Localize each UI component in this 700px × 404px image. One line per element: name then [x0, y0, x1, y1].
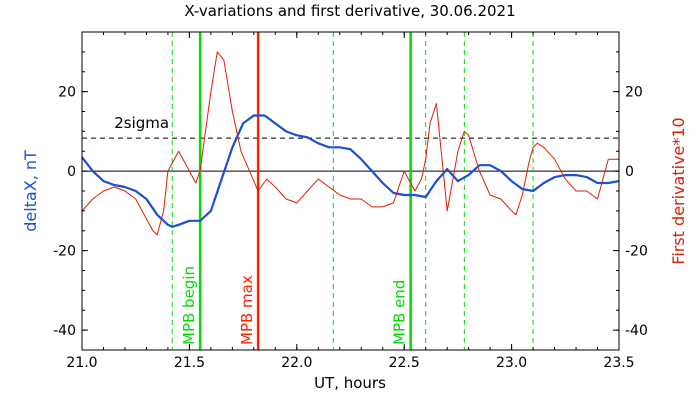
marker-label: MPB end: [391, 280, 409, 345]
series-layer: [81, 51, 620, 236]
threshold-label: 2sigma: [114, 114, 169, 132]
y-tick-label-left: -20: [53, 244, 76, 260]
x-tick-label: 22.0: [281, 355, 312, 371]
axis-ticks-layer: 21.0 21.5 22.0 22.5 23.0 23.5 -40 -40 -20 -20 0 0 20…: [53, 31, 648, 371]
y-tick-label-left: 0: [67, 164, 76, 180]
y-axis-label-right: First derivative*10: [669, 117, 688, 264]
x-tick-label: 23.5: [603, 355, 634, 371]
y-tick-label-right: -40: [625, 323, 648, 339]
y-tick-label-left: -40: [53, 323, 76, 339]
x-tick-label: 23.0: [496, 355, 527, 371]
derivative-series-line: [81, 51, 619, 236]
chart-title: X-variations and first derivative, 30.06…: [184, 2, 515, 20]
x-tick-label: 21.0: [66, 355, 97, 371]
x-tick-label: 22.5: [389, 355, 420, 371]
x-axis-label: UT, hours: [314, 374, 386, 392]
marker-labels-layer: 2sigma MPB begin MPB max MPB end: [114, 114, 408, 345]
y-axis-label-left: deltaX, nT: [21, 150, 40, 232]
plot-frame: [81, 31, 620, 351]
y-tick-label-right: 0: [625, 164, 634, 180]
y-tick-label-right: 20: [625, 85, 643, 101]
marker-label: MPB max: [238, 275, 256, 345]
reference-lines-layer: [82, 32, 619, 350]
y-tick-label-left: 20: [58, 85, 76, 101]
x-tick-label: 21.5: [174, 355, 205, 371]
y-tick-label-right: -20: [625, 244, 648, 260]
marker-label: MPB begin: [180, 266, 198, 345]
deltaX-series-line: [81, 114, 620, 228]
